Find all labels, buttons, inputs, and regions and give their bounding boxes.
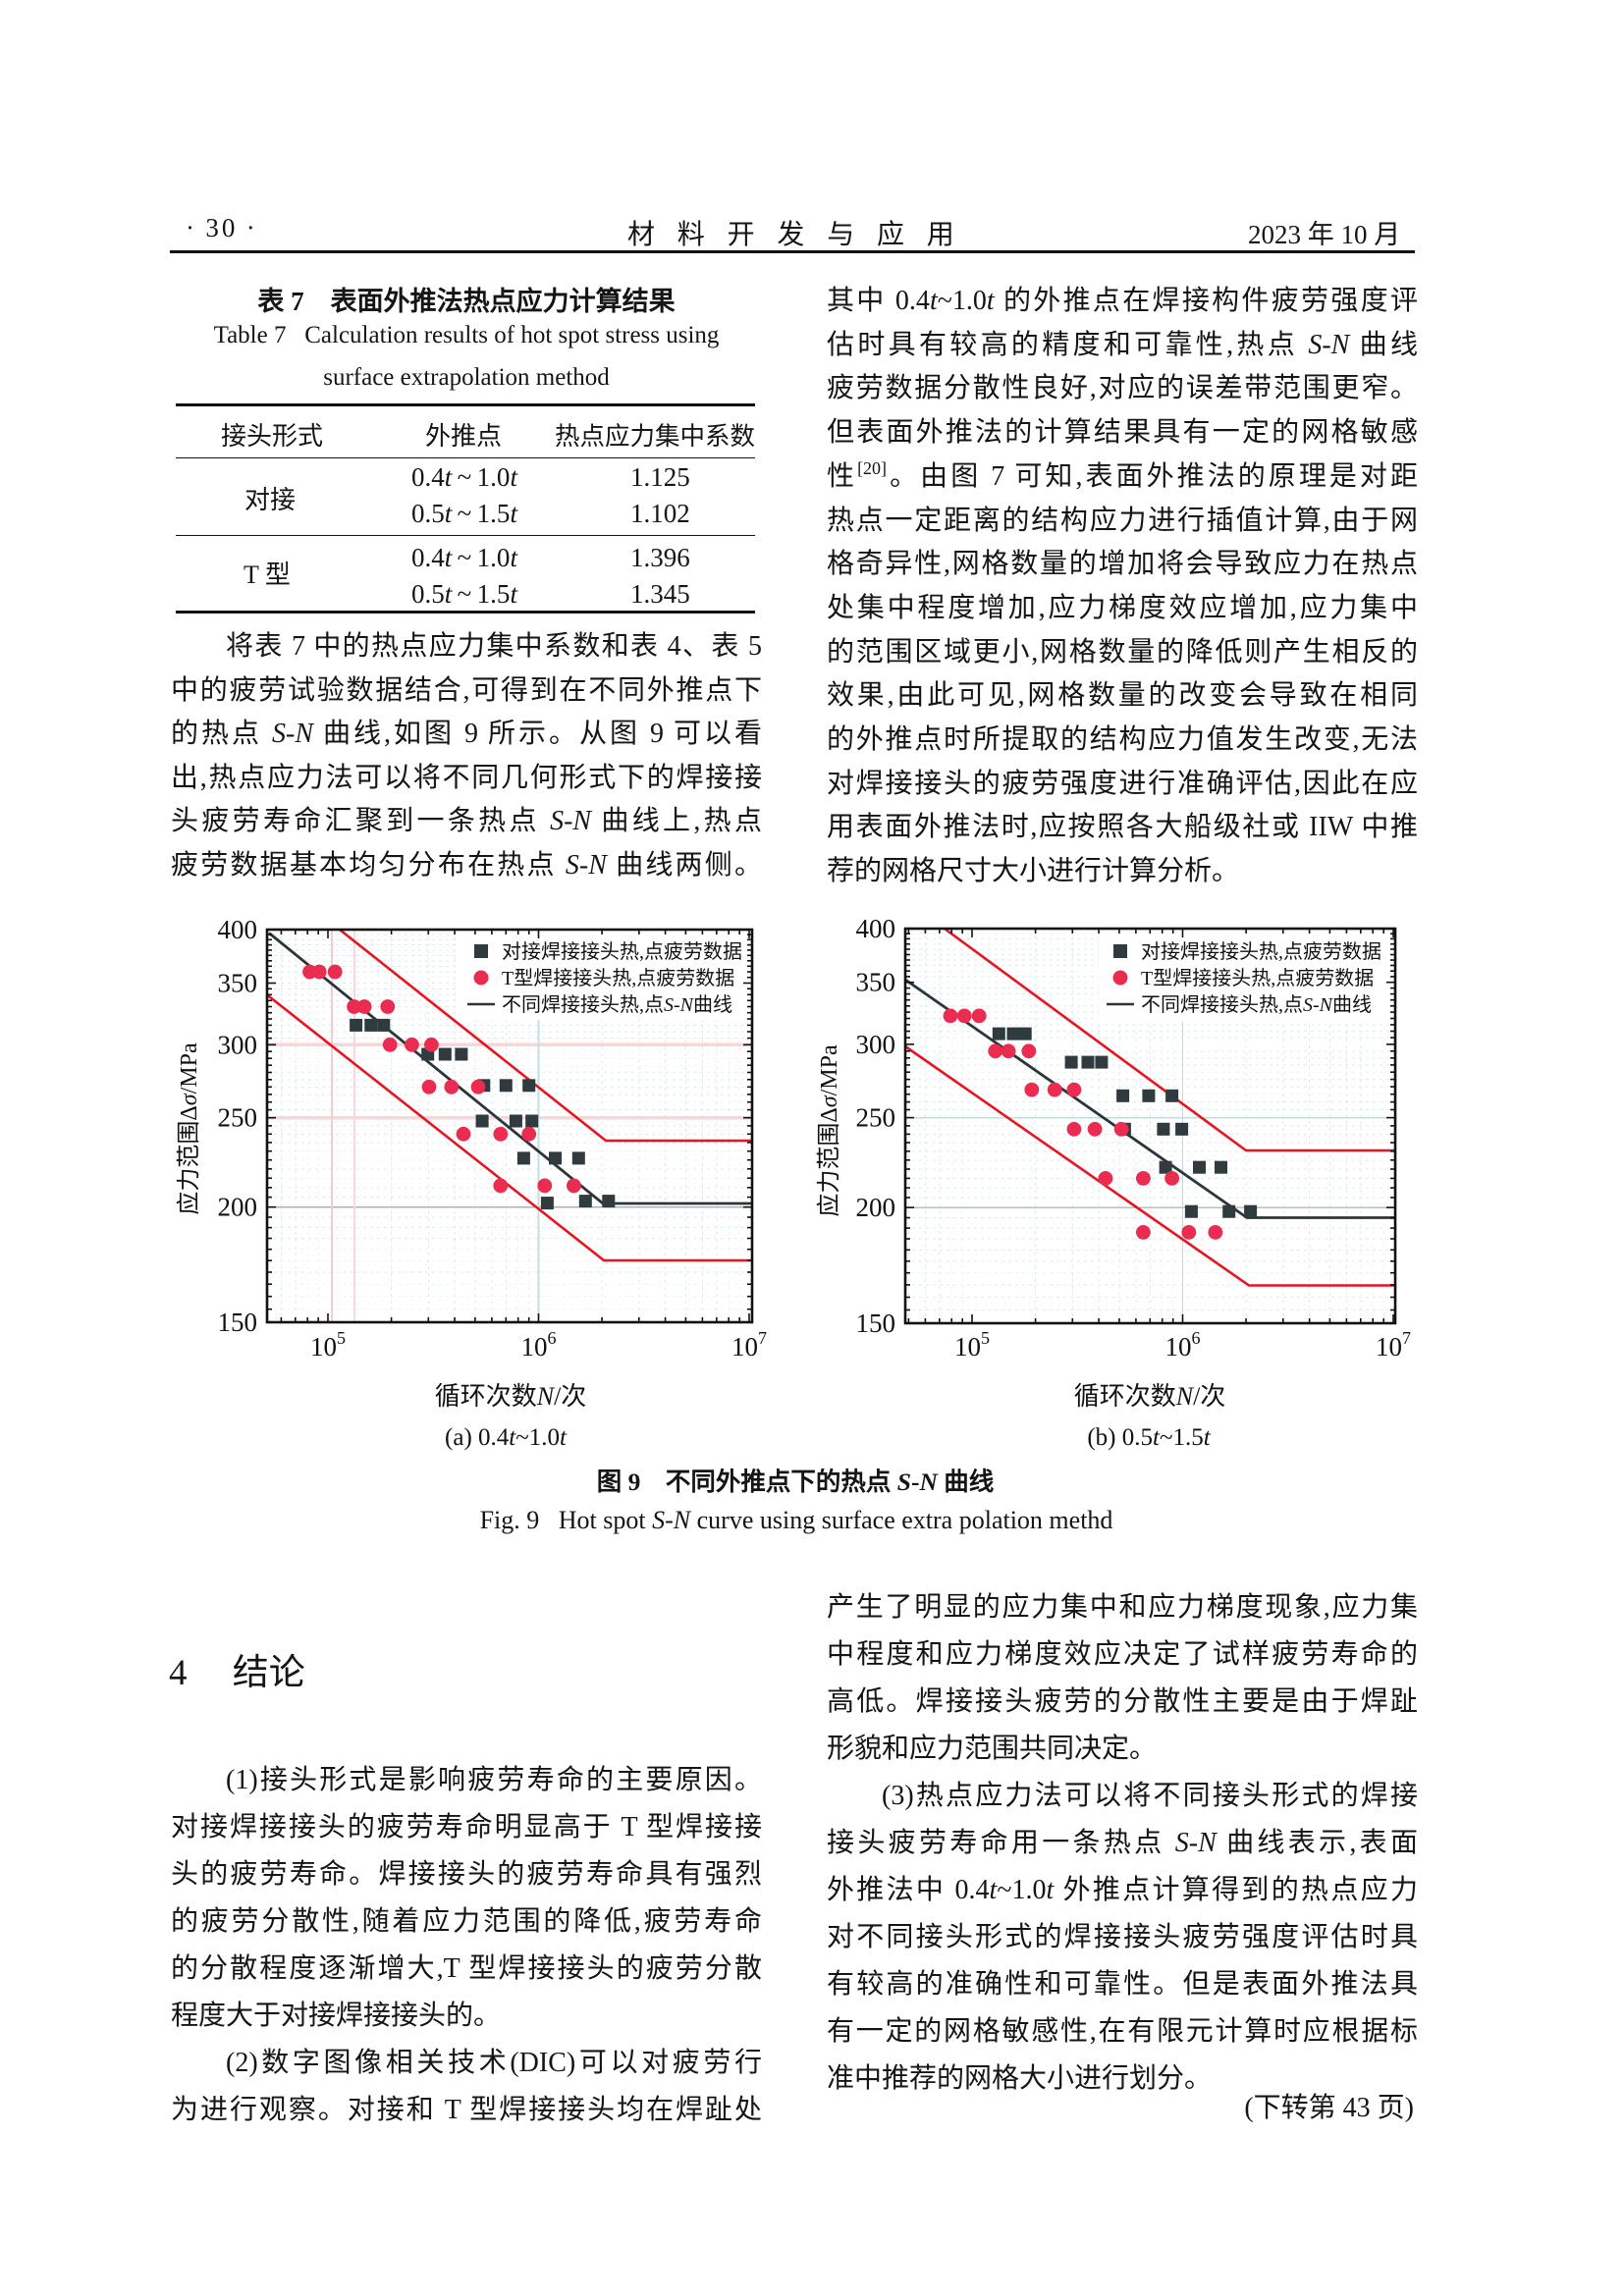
svg-text:250: 250: [856, 1103, 896, 1133]
svg-text:105: 105: [310, 1328, 346, 1362]
svg-text:350: 350: [856, 968, 896, 997]
svg-text:(a) 0.4t~1.0t: (a) 0.4t~1.0t: [445, 1424, 568, 1451]
svg-text:T型焊接接头热,点疲劳数据: T型焊接接头热,点疲劳数据: [1141, 967, 1374, 989]
svg-text:应力范围Δσ/MPa: 应力范围Δσ/MPa: [176, 1042, 202, 1215]
svg-text:应力范围Δσ/MPa: 应力范围Δσ/MPa: [816, 1044, 842, 1217]
svg-text:不同焊接接头热,点S-N曲线: 不同焊接接头热,点S-N曲线: [1141, 993, 1372, 1016]
svg-text:300: 300: [856, 1030, 896, 1059]
svg-text:(b) 0.5t~1.5t: (b) 0.5t~1.5t: [1087, 1424, 1211, 1451]
svg-text:400: 400: [218, 915, 258, 944]
svg-text:循环次数N/次: 循环次数N/次: [1074, 1382, 1226, 1411]
svg-text:107: 107: [1376, 1328, 1411, 1362]
svg-text:对接焊接接头热,点疲劳数据: 对接焊接接头热,点疲劳数据: [1141, 940, 1381, 963]
svg-text:T型焊接接头热,点疲劳数据: T型焊接接头热,点疲劳数据: [502, 967, 734, 989]
svg-text:对接焊接接头热,点疲劳数据: 对接焊接接头热,点疲劳数据: [502, 940, 742, 963]
svg-text:350: 350: [218, 969, 258, 998]
svg-text:200: 200: [856, 1193, 896, 1222]
svg-text:150: 150: [856, 1308, 896, 1338]
svg-text:106: 106: [1165, 1328, 1201, 1362]
svg-text:107: 107: [731, 1328, 767, 1362]
svg-text:250: 250: [218, 1103, 258, 1133]
svg-text:150: 150: [218, 1308, 258, 1337]
svg-text:106: 106: [521, 1328, 557, 1362]
svg-text:105: 105: [954, 1328, 990, 1362]
svg-text:循环次数N/次: 循环次数N/次: [435, 1382, 587, 1411]
svg-text:不同焊接接头热,点S-N曲线: 不同焊接接头热,点S-N曲线: [502, 993, 732, 1016]
svg-text:200: 200: [218, 1193, 258, 1222]
svg-text:400: 400: [856, 914, 896, 943]
svg-text:300: 300: [218, 1030, 258, 1059]
